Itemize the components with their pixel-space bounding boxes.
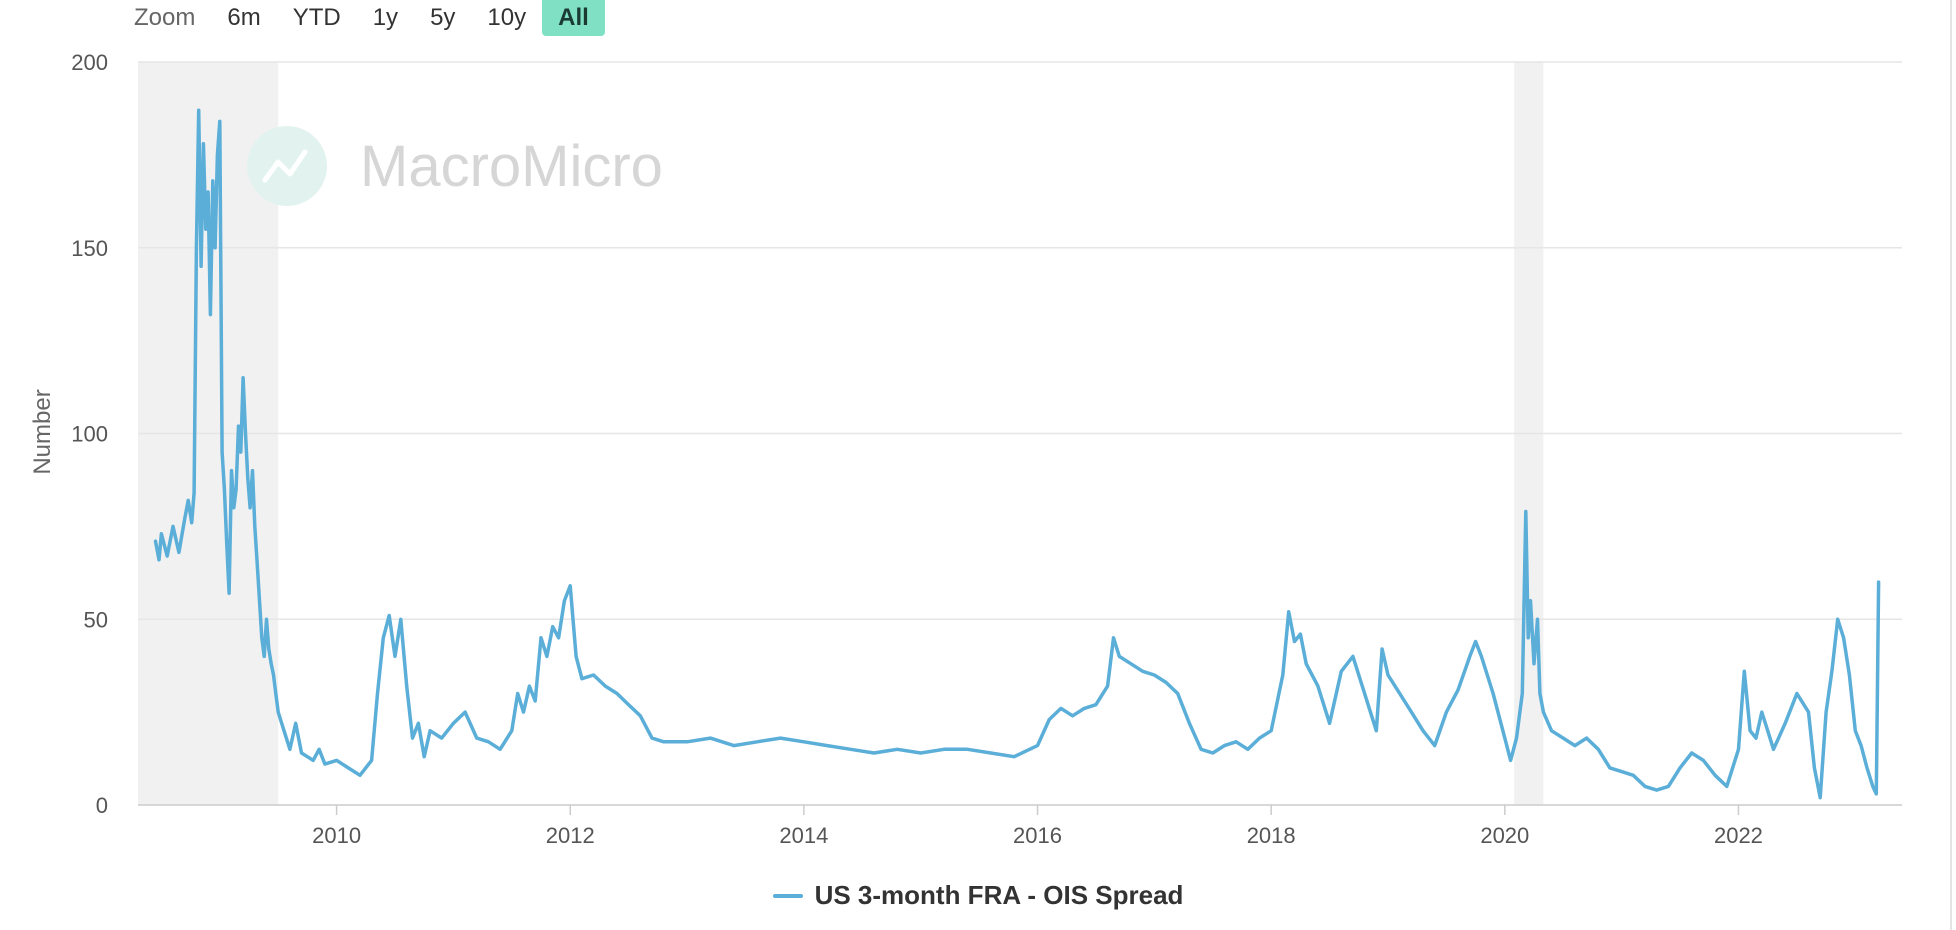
grid-lines: [138, 61, 1902, 806]
zoom-6m-button[interactable]: 6m: [227, 4, 261, 31]
series-line-spread: [153, 108, 1881, 800]
watermark-text: MacroMicro: [360, 134, 663, 199]
x-tick-label-2010: 2010: [312, 823, 361, 848]
y-tick-label-200: 200: [71, 50, 108, 75]
zoom-label: Zoom: [134, 4, 196, 31]
x-tick-label-2022: 2022: [1714, 823, 1763, 848]
y-tick-label-100: 100: [71, 422, 108, 447]
legend-swatch: [772, 893, 803, 898]
zoom-10y-button[interactable]: 10y: [487, 4, 527, 31]
y-tick-label-0: 0: [96, 793, 108, 818]
y-axis-label: Number: [29, 389, 56, 474]
chart-legend: US 3-month FRA - OIS Spread: [0, 880, 1956, 911]
y-tick-label-50: 50: [84, 607, 108, 632]
x-tick-label-2014: 2014: [779, 823, 828, 848]
zoom-1y-button[interactable]: 1y: [372, 4, 399, 31]
x-tick-label-2018: 2018: [1247, 823, 1296, 848]
x-tick-label-2016: 2016: [1013, 823, 1062, 848]
zoom-all-button[interactable]: All: [542, 0, 605, 36]
legend-label: US 3-month FRA - OIS Spread: [814, 880, 1184, 910]
watermark-logo-icon: [247, 126, 327, 206]
zoom-ytd-button[interactable]: YTD: [292, 4, 341, 31]
watermark-logo: MacroMicro: [247, 126, 663, 206]
zoom-selector: Zoom 6m YTD 1y 5y 10y All: [134, 0, 605, 36]
zoom-5y-button[interactable]: 5y: [430, 4, 456, 31]
series-layer: [153, 108, 1881, 800]
legend-item-spread[interactable]: US 3-month FRA - OIS Spread: [772, 880, 1184, 911]
scroll-edge: [1950, 0, 1952, 930]
y-tick-label-150: 150: [71, 236, 108, 261]
x-tick-label-2012: 2012: [546, 823, 595, 848]
axes: 0 50 100 150 200 2010 2012 2014 2016 2018 2020 2022: [71, 50, 1763, 848]
x-tick-label-2020: 2020: [1480, 823, 1529, 848]
